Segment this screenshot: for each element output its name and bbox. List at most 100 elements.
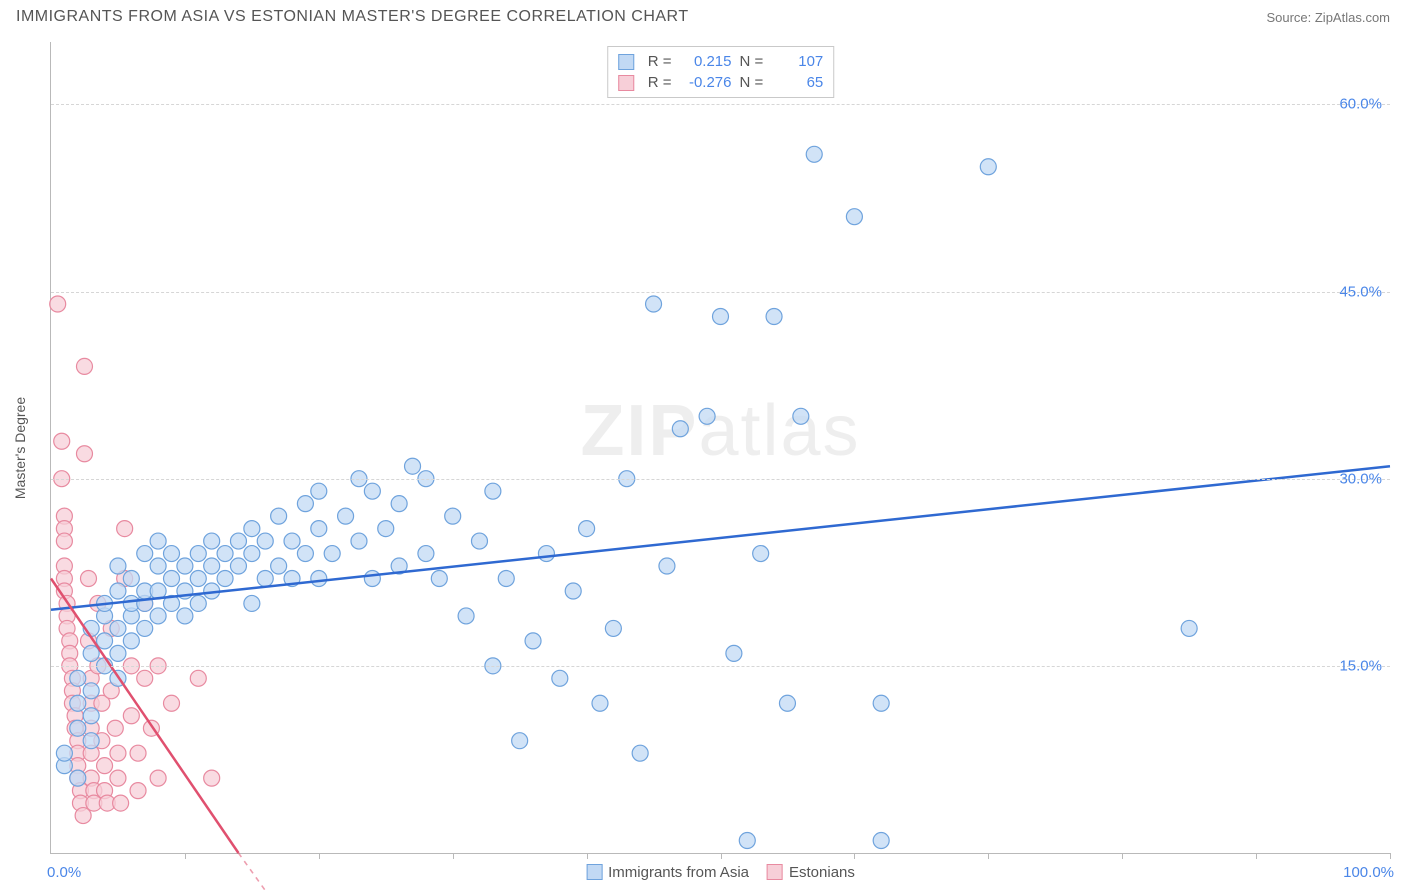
- x-tick: [854, 853, 855, 859]
- data-point: [217, 571, 233, 587]
- data-point: [579, 521, 595, 537]
- data-point: [164, 571, 180, 587]
- scatter-svg: [51, 42, 1390, 853]
- data-point: [766, 308, 782, 324]
- data-point: [97, 758, 113, 774]
- y-tick-label: 30.0%: [1339, 470, 1382, 487]
- x-tick: [1122, 853, 1123, 859]
- n-label: N =: [740, 74, 764, 91]
- r-value-estonians: -0.276: [680, 74, 732, 91]
- data-point: [364, 571, 380, 587]
- data-point: [107, 720, 123, 736]
- data-point: [538, 546, 554, 562]
- n-label: N =: [740, 53, 764, 70]
- chart-title: IMMIGRANTS FROM ASIA VS ESTONIAN MASTER'…: [16, 8, 689, 26]
- y-axis-label: Master's Degree: [12, 397, 28, 499]
- data-point: [83, 733, 99, 749]
- x-tick: [1390, 853, 1391, 859]
- data-point: [525, 633, 541, 649]
- gridline: [51, 104, 1390, 105]
- x-axis-max-label: 100.0%: [1343, 864, 1394, 881]
- data-point: [217, 546, 233, 562]
- data-point: [713, 308, 729, 324]
- data-point: [753, 546, 769, 562]
- data-point: [110, 770, 126, 786]
- data-point: [311, 483, 327, 499]
- r-value-asia: 0.215: [680, 53, 732, 70]
- data-point: [204, 558, 220, 574]
- data-point: [230, 558, 246, 574]
- y-tick-label: 60.0%: [1339, 96, 1382, 113]
- data-point: [50, 296, 66, 312]
- data-point: [485, 483, 501, 499]
- data-point: [137, 620, 153, 636]
- x-tick: [453, 853, 454, 859]
- data-point: [779, 695, 795, 711]
- n-value-asia: 107: [771, 53, 823, 70]
- data-point: [311, 521, 327, 537]
- data-point: [150, 533, 166, 549]
- data-point: [110, 620, 126, 636]
- trend-line-extrapolated: [238, 853, 292, 892]
- data-point: [137, 670, 153, 686]
- legend-swatch-asia-bottom: [586, 864, 602, 880]
- correlation-legend-row-1: R = 0.215 N = 107: [618, 51, 824, 72]
- legend-swatch-estonians: [618, 75, 634, 91]
- data-point: [257, 571, 273, 587]
- data-point: [113, 795, 129, 811]
- data-point: [83, 683, 99, 699]
- legend-swatch-estonians-bottom: [767, 864, 783, 880]
- data-point: [980, 159, 996, 175]
- data-point: [54, 433, 70, 449]
- data-point: [646, 296, 662, 312]
- data-point: [130, 745, 146, 761]
- data-point: [445, 508, 461, 524]
- data-point: [793, 408, 809, 424]
- r-label: R =: [648, 74, 672, 91]
- data-point: [76, 358, 92, 374]
- data-point: [431, 571, 447, 587]
- data-point: [70, 720, 86, 736]
- data-point: [672, 421, 688, 437]
- gridline: [51, 479, 1390, 480]
- data-point: [244, 546, 260, 562]
- data-point: [726, 645, 742, 661]
- data-point: [739, 833, 755, 849]
- data-point: [110, 583, 126, 599]
- x-tick: [587, 853, 588, 859]
- data-point: [83, 645, 99, 661]
- data-point: [56, 745, 72, 761]
- data-point: [458, 608, 474, 624]
- data-point: [364, 483, 380, 499]
- data-point: [378, 521, 394, 537]
- data-point: [204, 770, 220, 786]
- x-tick: [721, 853, 722, 859]
- data-point: [846, 209, 862, 225]
- data-point: [177, 558, 193, 574]
- data-point: [117, 521, 133, 537]
- data-point: [297, 546, 313, 562]
- y-tick-label: 45.0%: [1339, 283, 1382, 300]
- plot-area: ZIPatlas R = 0.215 N = 107 R = -0.276 N …: [50, 42, 1390, 854]
- data-point: [338, 508, 354, 524]
- data-point: [271, 558, 287, 574]
- data-point: [80, 571, 96, 587]
- x-tick: [185, 853, 186, 859]
- x-axis-min-label: 0.0%: [47, 864, 81, 881]
- data-point: [190, 571, 206, 587]
- data-point: [190, 670, 206, 686]
- data-point: [70, 670, 86, 686]
- r-label: R =: [648, 53, 672, 70]
- data-point: [284, 533, 300, 549]
- data-point: [204, 533, 220, 549]
- data-point: [150, 608, 166, 624]
- series-legend-label-asia: Immigrants from Asia: [608, 864, 749, 881]
- series-legend-label-estonians: Estonians: [789, 864, 855, 881]
- data-point: [76, 446, 92, 462]
- data-point: [110, 645, 126, 661]
- data-point: [130, 783, 146, 799]
- y-tick-label: 15.0%: [1339, 657, 1382, 674]
- data-point: [123, 633, 139, 649]
- data-point: [164, 695, 180, 711]
- data-point: [110, 745, 126, 761]
